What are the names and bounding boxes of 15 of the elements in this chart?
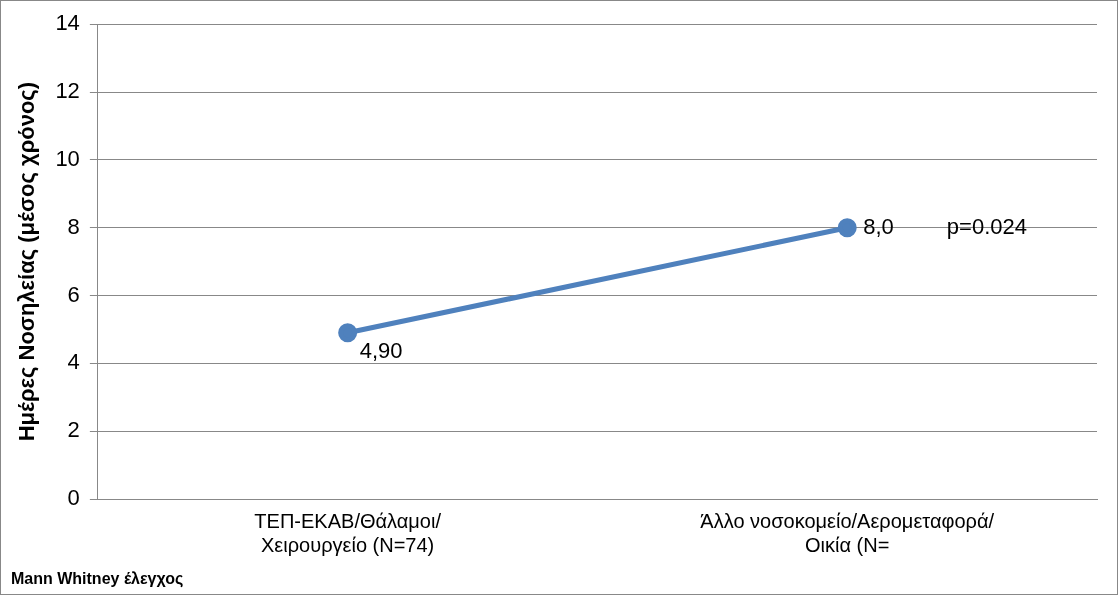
x-tick-label: Άλλο νοσοκομείο/Αερομεταφορά/Οικία (Ν=: [700, 509, 995, 556]
x-tick-label: ΤΕΠ-ΕΚΑΒ/Θάλαμοι/Χειρουργείο (Ν=74): [254, 509, 442, 556]
y-tick-label: 8: [67, 213, 80, 239]
annotation: p=0.024: [946, 213, 1027, 239]
data-label: 4,90: [359, 337, 403, 363]
text: Mann Whitney έλεγχος: [11, 570, 184, 588]
y-tick-label: 0: [67, 485, 80, 511]
data-label: 8,0: [863, 213, 894, 239]
y-tick-label: 10: [55, 145, 80, 171]
y-tick-label: 12: [55, 78, 80, 104]
y-axis-title: Ημέρες Νοσηλείας (μέσος χρόνος): [14, 81, 40, 442]
y-tick-label: 4: [67, 349, 80, 375]
y-tick-label: 14: [55, 10, 80, 36]
y-tick-label: 6: [67, 281, 80, 307]
y-tick-label: 2: [67, 417, 80, 443]
